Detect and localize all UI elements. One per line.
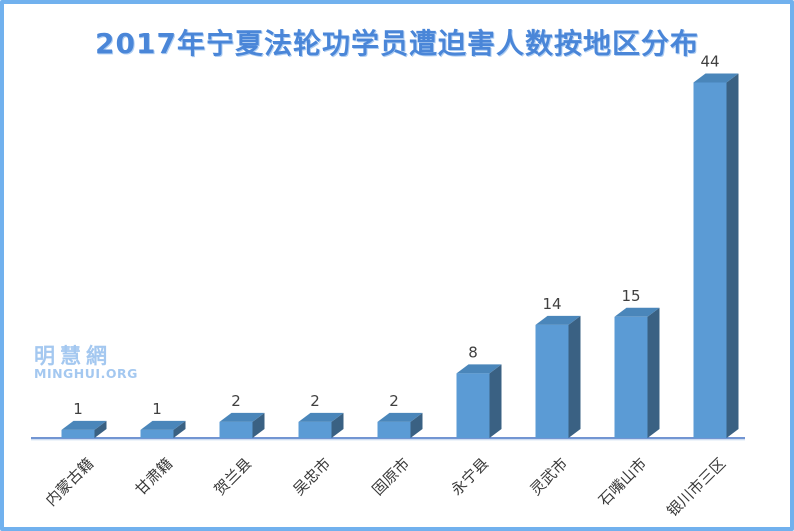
bar-top-face: [614, 307, 660, 317]
minghui-url-text: MINGHUI.ORG: [34, 366, 138, 382]
minghui-logo-text: 明慧網: [34, 344, 112, 368]
bar-front-face: [61, 429, 95, 438]
bar-side-face: [647, 307, 660, 438]
bar-value-label: 2: [389, 392, 399, 410]
bar-side-face: [410, 412, 423, 438]
bar-value-label: 8: [468, 343, 478, 361]
bar-front-face: [219, 421, 253, 438]
bar-front-face: [535, 324, 569, 438]
bar-side-face: [252, 412, 265, 438]
bar-side-face: [568, 315, 581, 438]
bar-top-face: [219, 412, 265, 422]
bar-side-face: [331, 412, 344, 438]
bar-value-label: 2: [231, 392, 241, 410]
bar-top-face: [61, 420, 107, 430]
bar-front-face: [693, 82, 727, 438]
bar-chart-canvas: 1 1 2 2 2 8 14 15 44: [31, 52, 745, 441]
bar-side-face: [726, 73, 739, 438]
bar-top-face: [456, 364, 502, 374]
bar-front-face: [140, 429, 174, 438]
bar-value-label: 2: [310, 392, 320, 410]
bar-top-face: [140, 420, 186, 430]
bar-top-face: [693, 73, 739, 83]
bar-top-face: [377, 412, 423, 422]
bar-front-face: [298, 421, 332, 438]
minghui-watermark: 明慧網 MINGHUI.ORG: [34, 345, 138, 380]
bar-top-face: [535, 315, 581, 325]
bar-side-face: [173, 420, 186, 438]
bar-value-label: 14: [542, 295, 561, 313]
bar-value-label: 1: [73, 400, 83, 418]
bar-front-face: [377, 421, 411, 438]
bar-value-label: 15: [621, 287, 640, 305]
chart-title: 2017年宁夏法轮功学员遭迫害人数按地区分布: [95, 27, 699, 60]
bar-side-face: [94, 420, 107, 438]
bar-front-face: [456, 373, 490, 438]
bar-value-label: 1: [152, 400, 162, 418]
bar-side-face: [489, 364, 502, 438]
bar-top-face: [298, 412, 344, 422]
bar-value-label: 44: [700, 52, 719, 70]
bar-front-face: [614, 316, 648, 438]
